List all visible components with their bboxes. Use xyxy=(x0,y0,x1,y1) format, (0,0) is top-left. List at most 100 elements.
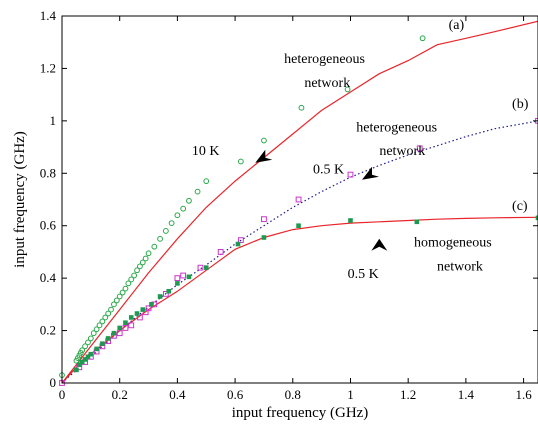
data-point-circle xyxy=(99,318,106,325)
arrow-layer xyxy=(255,149,388,251)
data-point-filled-square xyxy=(186,274,192,280)
data-point-filled-square xyxy=(82,357,88,362)
data-point-circle xyxy=(96,322,103,329)
x-tick-label: 0.6 xyxy=(227,387,244,402)
annotation-label: heterogeneous xyxy=(284,52,365,67)
y-tick-label: 0.4 xyxy=(40,270,57,285)
data-point-filled-square xyxy=(296,223,301,229)
data-point-filled-square xyxy=(85,354,91,360)
data-point-filled-square xyxy=(235,241,241,247)
y-tick-label: 0 xyxy=(50,375,57,390)
data-point-filled-square xyxy=(117,325,122,331)
data-point-circle xyxy=(186,197,192,204)
x-tick-label: 0 xyxy=(59,387,66,402)
arrow-icon xyxy=(371,238,388,251)
data-point-filled-square xyxy=(79,359,85,365)
data-point-circle xyxy=(162,228,169,234)
y-tick-label: 1.4 xyxy=(40,8,57,23)
data-point-circle xyxy=(82,343,88,350)
data-point-circle xyxy=(168,220,175,226)
data-point-circle xyxy=(237,158,244,165)
annotation-label: 10 K xyxy=(192,144,220,159)
data-point-filled-square xyxy=(157,294,163,299)
data-point-filled-square xyxy=(105,336,111,341)
data-point-circle xyxy=(116,293,123,300)
data-point-circle xyxy=(344,86,351,93)
arrow-icon xyxy=(255,149,273,163)
data-point-open-square xyxy=(217,249,224,255)
annotation-label: network xyxy=(437,259,483,274)
data-point-circle xyxy=(125,280,132,287)
x-tick-label: 0.2 xyxy=(112,387,128,402)
data-point-circle xyxy=(113,297,120,304)
data-point-open-square xyxy=(162,290,169,297)
data-point-open-square xyxy=(347,171,354,178)
data-point-open-square xyxy=(416,145,423,152)
data-point-circle xyxy=(139,259,146,266)
y-tick-label: 1 xyxy=(50,113,57,128)
data-point-filled-square xyxy=(123,320,128,326)
data-point-open-square xyxy=(261,216,267,223)
data-point-filled-square xyxy=(175,281,180,286)
data-point-circle xyxy=(194,188,201,195)
data-point-open-square xyxy=(180,272,187,279)
data-point-circle xyxy=(145,250,152,257)
annotation-label: homogeneous xyxy=(414,236,492,251)
data-point-circle xyxy=(93,326,100,333)
data-point-circle xyxy=(111,301,117,308)
arrow-icon xyxy=(362,166,379,180)
data-point-filled-square xyxy=(140,307,146,312)
data-point-circle xyxy=(105,310,112,317)
data-point-filled-square xyxy=(149,302,154,307)
x-tick-label: 1.6 xyxy=(515,387,532,402)
annotation-label: (b) xyxy=(512,97,529,112)
annotation-label: 0.5 K xyxy=(348,267,379,282)
y-tick-label: 1.2 xyxy=(40,60,56,75)
annotation-label: network xyxy=(379,144,425,159)
data-point-open-square xyxy=(136,314,143,321)
data-point-circle xyxy=(203,178,210,185)
y-tick-label: 0.2 xyxy=(40,323,56,338)
annotation-layer: (a) heterogeneous network 10 K heterogeneous… xyxy=(192,18,529,282)
data-point-circle xyxy=(85,339,91,346)
data-point-open-square xyxy=(295,196,302,203)
annotation-label: heterogeneous xyxy=(356,120,437,135)
data-point-circle xyxy=(102,314,109,321)
data-point-open-square xyxy=(122,325,129,331)
data-point-circle xyxy=(151,243,158,250)
data-point-filled-square xyxy=(74,367,79,373)
data-point-circle xyxy=(108,306,114,313)
data-point-circle xyxy=(79,347,86,354)
marker-layer xyxy=(59,35,538,386)
data-point-open-square xyxy=(237,237,244,244)
x-tick-label: 0.4 xyxy=(169,387,186,402)
data-point-filled-square xyxy=(203,265,209,270)
data-point-filled-square xyxy=(166,288,172,294)
data-point-circle xyxy=(128,276,135,283)
data-point-circle xyxy=(134,267,140,274)
data-point-filled-square xyxy=(261,235,267,240)
data-point-circle xyxy=(261,137,267,144)
x-tick-label: 1 xyxy=(347,387,354,402)
data-point-filled-square xyxy=(77,362,82,367)
data-point-circle xyxy=(180,205,187,212)
annotation-label: network xyxy=(304,76,350,91)
data-point-circle xyxy=(142,255,149,262)
data-point-filled-square xyxy=(88,351,94,357)
data-point-circle xyxy=(174,212,181,219)
data-point-circle xyxy=(298,104,305,111)
data-point-open-square xyxy=(197,264,204,271)
data-point-open-square xyxy=(116,330,123,337)
fit-curve-1 xyxy=(61,20,538,384)
y-axis-label: input frequency (GHz) xyxy=(12,131,28,268)
data-point-filled-square xyxy=(94,346,99,352)
data-point-filled-square xyxy=(414,219,420,225)
x-tick-label: 0.8 xyxy=(285,387,301,402)
data-point-circle xyxy=(419,35,426,42)
data-point-filled-square xyxy=(348,218,353,223)
plot-frame xyxy=(61,15,538,384)
data-point-filled-square xyxy=(134,311,140,316)
data-point-open-square xyxy=(128,322,135,329)
data-point-filled-square xyxy=(128,315,134,320)
